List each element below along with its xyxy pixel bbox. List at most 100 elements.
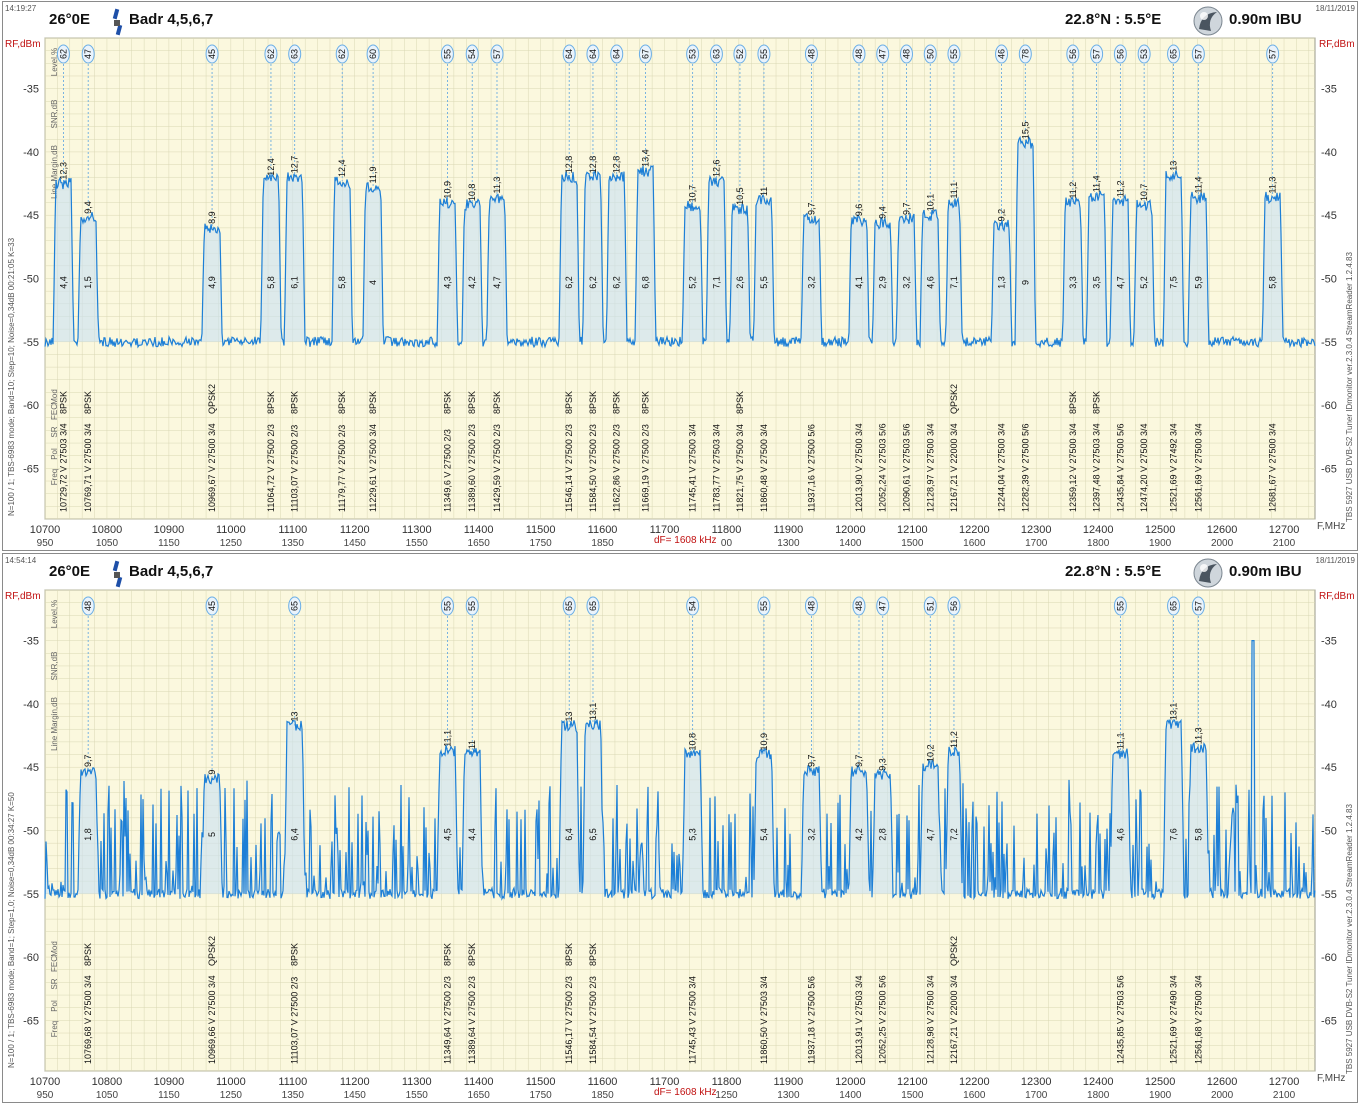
snr-value: 11,2: [1115, 180, 1125, 197]
y-tick-label-right: -35: [1321, 636, 1337, 648]
tp-params: 12244,04 V 27500 3/4: [997, 423, 1007, 512]
transponder-15: 63 12,6 7,1 11783,77 V 27503 3/4: [709, 44, 723, 512]
margin-value: 5,5: [759, 276, 769, 289]
if-tick-label: 1850: [591, 538, 614, 549]
snr-value: 11: [759, 187, 769, 196]
tp-params: 11229,61 V 27500 3/4: [368, 424, 378, 512]
margin-value: 1,8: [83, 828, 93, 841]
if-tick-label: 950: [37, 1090, 54, 1101]
margin-value: 1,5: [83, 276, 93, 289]
tp-params: 11584,54 V 27500 2/3: [588, 976, 598, 1064]
tp-params: 12282,39 V 27500 5/6: [1020, 423, 1030, 512]
x-tick-label: 10900: [154, 524, 185, 536]
if-tick-label: 1450: [344, 1090, 367, 1101]
if-tick-label: 2000: [1211, 1090, 1234, 1101]
transponder-25: 78 15,5 9 12282,39 V 27500 5/6: [1018, 44, 1032, 512]
transponder-13: 67 13,4 6,8 8PSK 11669,19 V 27500 2/3: [638, 44, 652, 512]
snr-value: 9,7: [854, 754, 864, 767]
margin-value: 2,9: [878, 276, 888, 289]
transponder-3: 55 11,1 4,5 8PSK 11349,64 V 27500 2/3: [440, 596, 454, 1064]
level-value: 55: [467, 601, 477, 611]
modulation: 8PSK: [612, 391, 622, 414]
level-badge: [56, 44, 70, 64]
snr-value: 11,2: [1068, 182, 1078, 199]
level-badge: [490, 44, 504, 64]
if-tick-label: 1700: [1025, 538, 1048, 549]
x-tick-label: 11500: [526, 1076, 556, 1088]
df-label: dF= 1608 kHz: [654, 535, 717, 546]
site-coordinates: 22.8°N : 5.5°E: [1065, 563, 1162, 580]
transponder-10: 48 9,7 4,2 12013,91 V 27503 3/4: [852, 596, 866, 1064]
y-tick-label: -35: [23, 636, 39, 648]
if-tick-label: 1050: [96, 538, 119, 549]
row-label: FEC: [50, 404, 59, 420]
tp-params: 12013,90 V 27500 3/4: [854, 423, 864, 512]
tp-params: 11860,50 V 27503 3/4: [759, 976, 769, 1064]
tp-params: 11389,60 V 27500 2/3: [467, 424, 477, 512]
y-tick-label-right: -60: [1321, 952, 1337, 964]
transponder-7: 55 10,9 4,3 8PSK 11349,6 V 27500 2/3: [440, 44, 454, 512]
margin-value: 4,7: [492, 276, 502, 289]
row-label: Freq: [50, 469, 59, 485]
level-value: 47: [878, 601, 888, 611]
transponder-5: 65 13 6,4 8PSK 11546,17 V 27500 2/3: [562, 596, 576, 1064]
transponder-11: 47 9,3 2,8 12052,25 V 27500 5/6: [876, 596, 890, 1064]
level-value: 50: [925, 49, 935, 59]
snr-value: 9,4: [83, 201, 93, 214]
level-value: 64: [612, 49, 622, 59]
snr-value: 12,4: [337, 160, 347, 178]
modulation: 8PSK: [588, 391, 598, 414]
y-tick-label-right: -55: [1321, 337, 1337, 349]
row-label: Line Margin,dB: [50, 697, 59, 751]
level-value: 56: [949, 601, 959, 611]
level-badge: [1167, 44, 1181, 64]
level-value: 55: [759, 601, 769, 611]
y-tick-label: -55: [23, 337, 39, 349]
level-badge: [335, 44, 349, 64]
level-value: 54: [467, 49, 477, 59]
if-tick-label: 1300: [777, 1090, 800, 1101]
level-badge: [81, 596, 95, 616]
level-badge: [852, 44, 866, 64]
transponder-15: 65 13,1 7,6 12521,69 V 27490 3/4: [1167, 596, 1181, 1064]
modulation: 8PSK: [640, 391, 650, 414]
x-tick-label: 11400: [464, 524, 494, 536]
transponder-9: 57 11,3 4,7 8PSK 11429,59 V 27500 2/3: [490, 44, 504, 512]
y-tick-label-right: -50: [1321, 274, 1337, 286]
level-badge: [264, 44, 278, 64]
transponder-2: 45 8,9 4,9 QPSK2 10969,67 V 27500 3/4: [205, 44, 219, 512]
site-coordinates: 22.8°N : 5.5°E: [1065, 11, 1162, 28]
tp-params: 11429,59 V 27500 2/3: [492, 424, 502, 512]
snr-value: 9,7: [83, 754, 93, 767]
row-label: Level,%: [50, 600, 59, 628]
snr-value: 9,7: [806, 754, 816, 767]
x-tick-label: 11300: [402, 524, 432, 536]
transponder-28: 56 11,2 4,7 12435,84 V 27500 5/6: [1113, 44, 1127, 512]
x-tick-label: 11200: [340, 1076, 370, 1088]
if-tick-label: 1600: [963, 538, 986, 549]
snr-value: 9,7: [901, 202, 911, 215]
modulation: 8PSK: [442, 391, 452, 414]
x-tick-label: 11800: [712, 524, 742, 536]
tp-params: 11622,86 V 27500 2/3: [612, 424, 622, 512]
margin-value: 4,4: [58, 276, 68, 289]
satellite-name: Badr 4,5,6,7: [129, 11, 214, 28]
level-value: 62: [337, 49, 347, 59]
x-tick-label: 11100: [278, 1076, 307, 1088]
y-tick-label-right: -65: [1321, 1015, 1337, 1027]
transponder-30: 65 13 7,5 12521,69 V 27492 3/4: [1167, 44, 1181, 512]
modulation: 8PSK: [442, 943, 452, 966]
level-value: 48: [83, 601, 93, 611]
x-tick-label: 11100: [278, 524, 307, 536]
margin-value: 4,1: [854, 276, 864, 289]
tp-params: 10769,71 V 27500 3/4: [83, 423, 93, 512]
transponder-23: 55 11,1 7,1 QPSK2 12167,21 V 22000 3/4: [947, 44, 961, 512]
x-axis-label: F,MHz: [1317, 521, 1346, 532]
level-value: 55: [442, 49, 452, 59]
x-tick-label: 12500: [1145, 1076, 1176, 1088]
transponder-19: 48 9,6 4,1 12013,90 V 27500 3/4: [852, 44, 866, 512]
margin-value: 3,2: [901, 276, 911, 289]
snr-value: 12,6: [711, 160, 721, 178]
x-tick-label: 11700: [650, 1076, 680, 1088]
level-value: 48: [806, 601, 816, 611]
